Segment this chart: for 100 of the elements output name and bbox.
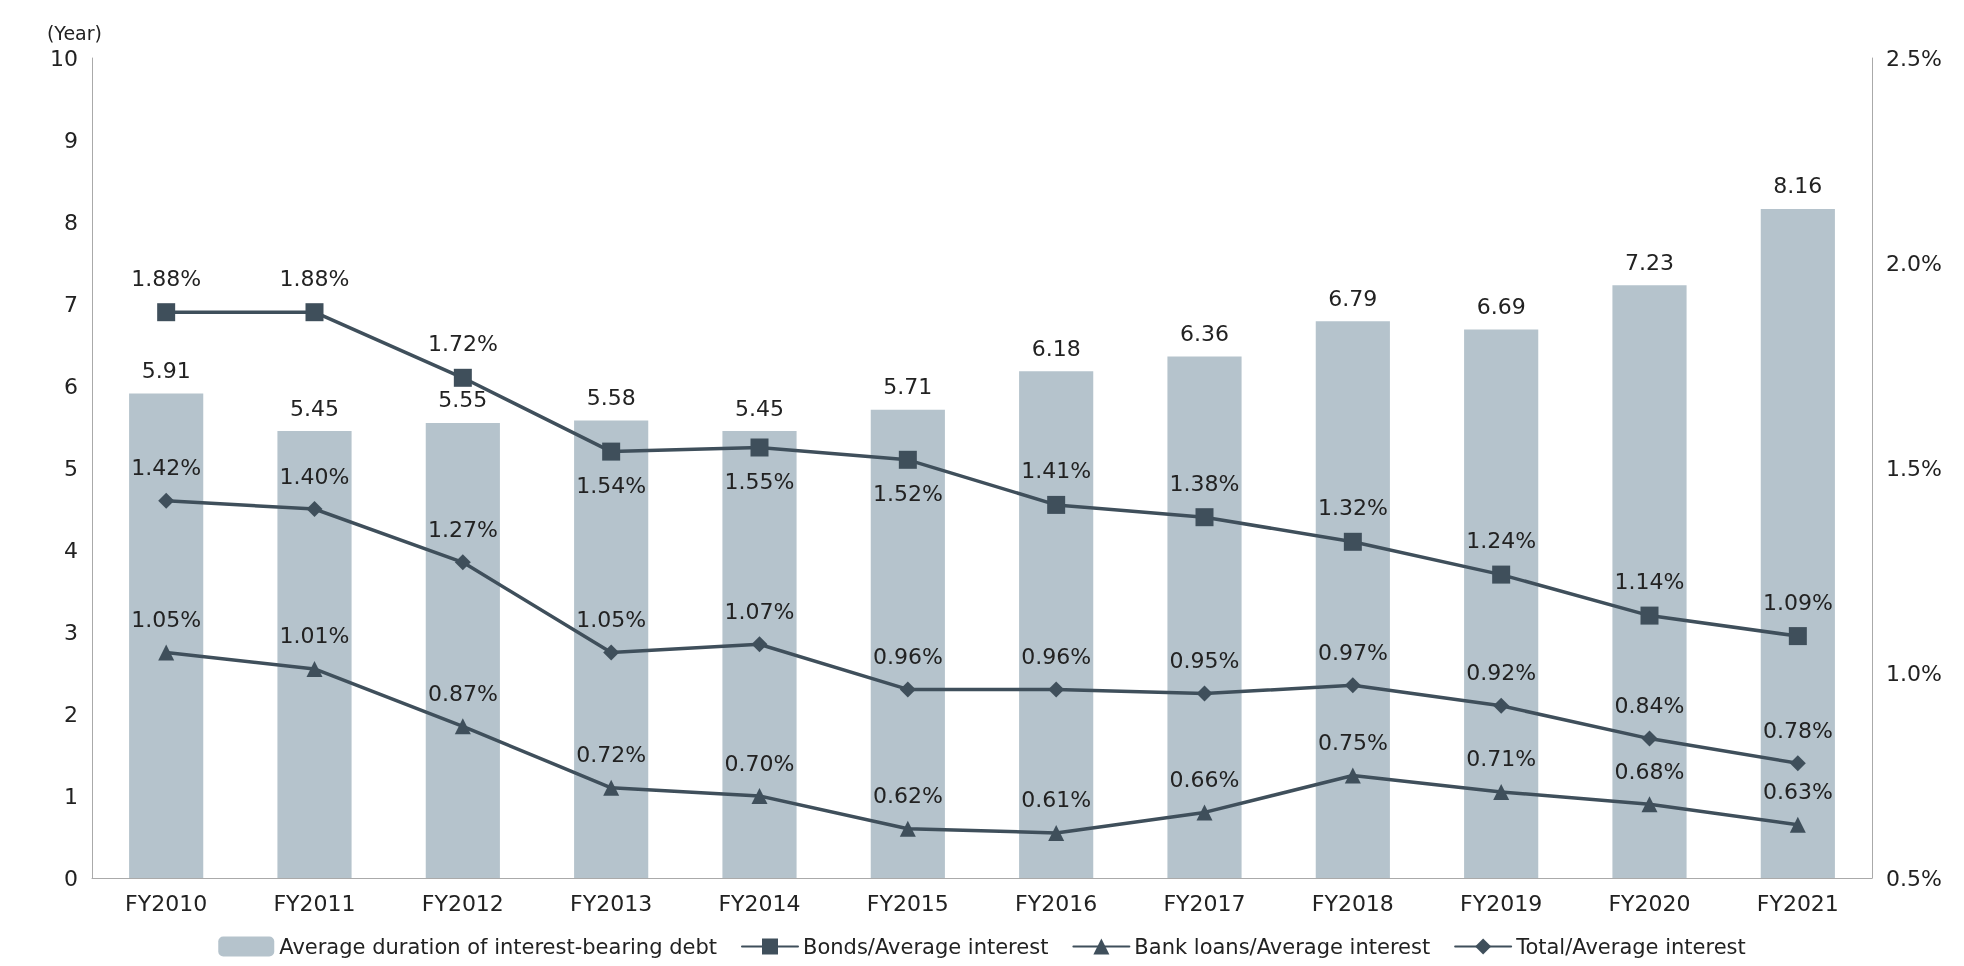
point: [1343, 532, 1362, 551]
data-label: 1.41%: [1021, 458, 1092, 484]
point: [750, 438, 769, 457]
y-tick-label: 1: [64, 783, 78, 809]
data-label: 5.71: [883, 374, 933, 400]
data-label: 1.52%: [872, 481, 943, 507]
bar: [277, 431, 352, 878]
point: [1641, 730, 1658, 747]
data-label: 0.63%: [1762, 779, 1833, 805]
y2-tick-label: 1.0%: [1886, 660, 1942, 686]
y-tick-label: 10: [50, 45, 78, 71]
y-tick-label: 2: [64, 701, 78, 727]
point: [1344, 677, 1361, 694]
bar: [1315, 321, 1390, 878]
point: [603, 644, 620, 661]
point: [1344, 767, 1361, 784]
data-label: 1.42%: [131, 455, 202, 481]
point: [1641, 796, 1658, 813]
y-axis-title: (Year): [46, 21, 102, 44]
x-tick-label: FY2019: [1460, 890, 1543, 916]
y2-tick-label: 2.5%: [1886, 45, 1942, 71]
data-label: 6.79: [1328, 285, 1378, 311]
data-label: 0.66%: [1169, 766, 1240, 792]
y-tick-label: 8: [64, 209, 78, 235]
point: [454, 718, 471, 735]
point: [1196, 804, 1213, 821]
y-tick-label: 3: [64, 619, 78, 645]
point: [1493, 697, 1510, 714]
data-label: 1.07%: [724, 598, 795, 624]
data-label: 1.24%: [1466, 528, 1537, 554]
data-label: 5.45: [735, 395, 784, 421]
data-label: 0.87%: [427, 680, 498, 706]
point: [751, 636, 768, 653]
data-label: 5.58: [586, 384, 636, 410]
y2-tick-label: 2.0%: [1886, 250, 1942, 276]
x-tick-label: FY2010: [125, 890, 208, 916]
x-tick-label: FY2021: [1756, 890, 1839, 916]
data-label: 8.16: [1773, 173, 1823, 199]
point: [158, 492, 175, 509]
point: [899, 820, 916, 837]
point: [1195, 508, 1214, 527]
point: [1047, 495, 1066, 514]
bar: [129, 393, 204, 878]
legend-label: Bonds/Average interest: [802, 934, 1049, 959]
data-label: 5.91: [141, 357, 191, 383]
x-tick-label: FY2015: [866, 890, 949, 916]
data-label: 0.92%: [1466, 660, 1537, 686]
y2-tick-label: 0.5%: [1886, 865, 1942, 891]
x-tick-label: FY2013: [570, 890, 653, 916]
bar: [1464, 329, 1539, 878]
point: [1640, 606, 1659, 625]
data-label: 0.78%: [1762, 717, 1833, 743]
bar: [1019, 371, 1094, 878]
point: [305, 303, 324, 322]
data-label: 0.72%: [576, 742, 647, 768]
data-label: 1.40%: [279, 463, 350, 489]
data-label: 1.88%: [131, 265, 202, 291]
data-label: 1.05%: [131, 607, 202, 632]
bar: [425, 422, 500, 878]
data-label: 0.61%: [1021, 787, 1092, 813]
x-tick-label: FY2017: [1163, 890, 1246, 916]
point: [899, 681, 916, 698]
x-tick-label: FY2016: [1015, 890, 1098, 916]
point: [1048, 681, 1065, 698]
y-tick-label: 4: [64, 537, 78, 563]
point: [751, 788, 768, 804]
x-tick-label: FY2012: [421, 890, 504, 916]
data-label: 6.69: [1476, 293, 1526, 319]
point: [1493, 783, 1510, 800]
data-label: 1.05%: [576, 607, 647, 632]
point: [158, 644, 175, 661]
y2-tick-label: 1.5%: [1886, 455, 1942, 481]
data-label: 1.01%: [279, 623, 350, 649]
data-label: 6.36: [1180, 320, 1229, 346]
point: [1196, 685, 1213, 702]
y-tick-label: 9: [64, 127, 78, 153]
legend-label: Average duration of interest-bearing debt: [279, 934, 717, 959]
x-tick-label: FY2011: [273, 890, 356, 916]
x-tick-label: FY2018: [1311, 890, 1394, 916]
data-label: 7.23: [1625, 249, 1674, 275]
point: [898, 450, 917, 469]
point: [306, 501, 323, 517]
data-label: 6.18: [1031, 335, 1081, 361]
bar: [722, 431, 797, 878]
data-label: 1.38%: [1169, 470, 1240, 496]
y-tick-label: 7: [64, 291, 78, 317]
point: [454, 554, 471, 571]
point: [157, 303, 176, 322]
y-tick-label: 0: [64, 865, 78, 891]
data-label: 0.75%: [1317, 730, 1388, 755]
data-label: 0.68%: [1614, 758, 1685, 784]
point: [453, 368, 472, 387]
legend-label: Total/Average interest: [1515, 934, 1746, 959]
bar: [1760, 208, 1835, 878]
data-label: 1.72%: [427, 331, 498, 357]
data-label: 1.32%: [1317, 495, 1388, 521]
point: [603, 779, 620, 796]
y-tick-label: 6: [64, 373, 78, 399]
point: [1492, 565, 1511, 584]
point: [602, 442, 621, 461]
